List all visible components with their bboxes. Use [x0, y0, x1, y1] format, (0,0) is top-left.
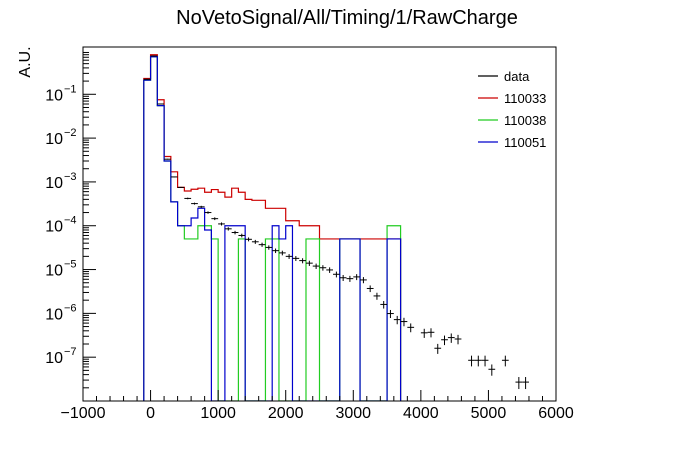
data-point [360, 277, 367, 284]
data-point [211, 217, 219, 221]
x-tick-label: 4000 [403, 405, 439, 422]
x-tick-label: 6000 [538, 405, 574, 422]
y-tick-exponent: −5 [64, 259, 77, 271]
data-point [292, 256, 300, 261]
y-tick-exponent: −7 [64, 346, 77, 358]
y-tick-label: 10 [45, 306, 63, 323]
series-layer [143, 54, 529, 401]
data-point [312, 263, 320, 269]
data-point [420, 328, 428, 338]
y-tick-exponent: −6 [64, 302, 77, 314]
data-point [333, 271, 340, 278]
data-point [474, 355, 482, 367]
legend-item-110033: 110033 [478, 91, 546, 106]
data-point [468, 355, 475, 367]
data-point [218, 222, 225, 226]
y-tick-label: 10 [45, 219, 63, 236]
data-point [265, 245, 273, 250]
data-point [393, 315, 401, 325]
data-point [339, 274, 347, 281]
data-point [251, 239, 259, 244]
data-point [434, 343, 442, 354]
data-point [515, 377, 523, 390]
data-point [285, 254, 293, 259]
x-tick-label: 5000 [471, 405, 507, 422]
x-tick-label: 1000 [200, 405, 236, 422]
legend-label: 110033 [504, 91, 546, 106]
data-point [447, 333, 455, 343]
axes-layer: −1000 0 1000 2000 3000 4000 5000 600010−710−610… [45, 51, 574, 422]
series-data-points [143, 55, 529, 390]
data-point [143, 78, 151, 80]
data-point [278, 250, 286, 256]
y-tick-exponent: −2 [64, 127, 77, 139]
data-point [204, 211, 212, 214]
y-tick-exponent: −4 [64, 215, 77, 227]
legend-item-110038: 110038 [478, 113, 546, 128]
data-point [150, 55, 158, 57]
data-point [245, 237, 252, 242]
legend-label: data [504, 69, 530, 84]
y-tick-label: 10 [45, 131, 63, 148]
y-tick-label: 10 [45, 263, 63, 280]
data-point [366, 285, 374, 293]
data-point [238, 233, 246, 238]
data-point [400, 317, 408, 327]
x-tick-label: −1000 [61, 405, 106, 422]
data-point [407, 323, 415, 333]
data-point [387, 309, 394, 318]
x-tick-label: 2000 [268, 405, 304, 422]
data-point [258, 242, 266, 247]
data-point [231, 230, 239, 235]
data-point [501, 355, 509, 367]
data-point [157, 103, 165, 105]
data-point [326, 267, 334, 273]
legend-item-data: data [478, 69, 530, 84]
data-point [184, 197, 192, 200]
y-tick-label: 10 [45, 350, 63, 367]
legend-label: 110051 [504, 135, 546, 150]
data-point [305, 260, 313, 266]
plot-frame [82, 46, 557, 402]
data-point [353, 274, 361, 281]
data-point [319, 265, 327, 271]
x-tick-label: 0 [146, 405, 155, 422]
data-point [427, 328, 435, 338]
series-110051-histogram [143, 56, 402, 401]
data-point [522, 377, 529, 390]
legend-label: 110038 [504, 113, 546, 128]
data-point [481, 355, 489, 367]
legend-item-110051: 110051 [478, 135, 546, 150]
data-point [224, 227, 232, 231]
data-point [441, 335, 448, 346]
data-point [488, 364, 496, 376]
y-tick-exponent: −1 [64, 83, 77, 95]
data-point [170, 176, 178, 178]
data-point [373, 292, 381, 300]
y-tick-label: 10 [45, 175, 63, 192]
data-point [346, 275, 354, 282]
data-point [177, 186, 185, 188]
data-point [454, 334, 462, 345]
y-axis-label: A.U. [17, 46, 34, 77]
data-point [380, 301, 388, 309]
data-point [191, 202, 198, 205]
legend: data 110033 110038 110051 [478, 69, 546, 150]
data-point [164, 158, 171, 160]
y-tick-label: 10 [45, 87, 63, 104]
data-point [299, 258, 306, 264]
chart-title: NoVetoSignal/All/Timing/1/RawCharge [176, 7, 518, 29]
x-tick-label: 3000 [335, 405, 371, 422]
y-tick-exponent: −3 [64, 171, 77, 183]
data-point [197, 205, 205, 208]
data-point [272, 248, 279, 254]
